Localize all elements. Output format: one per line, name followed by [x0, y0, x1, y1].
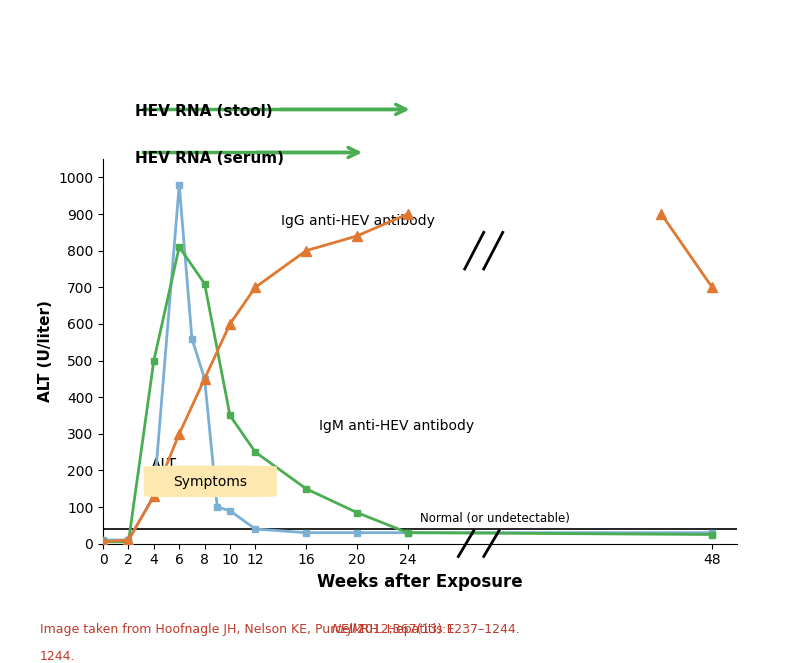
- Text: 1244.: 1244.: [40, 650, 75, 663]
- Text: IgM anti-HEV antibody: IgM anti-HEV antibody: [319, 419, 474, 433]
- Y-axis label: ALT (U/liter): ALT (U/liter): [38, 300, 52, 402]
- Text: Image taken from Hoofnagle JH, Nelson KE, Purcell RH. Hepatitis E.: Image taken from Hoofnagle JH, Nelson KE…: [40, 623, 462, 636]
- Text: HEV RNA (stool): HEV RNA (stool): [135, 104, 273, 119]
- Text: NEJM: NEJM: [331, 623, 364, 636]
- Text: Symptoms: Symptoms: [174, 475, 247, 489]
- Text: . 2012;367(13):1237–1244.: . 2012;367(13):1237–1244.: [349, 623, 520, 636]
- Text: HEV RNA (serum): HEV RNA (serum): [135, 151, 284, 166]
- Text: IgG anti-HEV antibody: IgG anti-HEV antibody: [281, 214, 435, 228]
- FancyBboxPatch shape: [144, 465, 277, 497]
- Text: Normal (or undetectable): Normal (or undetectable): [420, 512, 570, 525]
- X-axis label: Weeks after Exposure: Weeks after Exposure: [317, 573, 523, 591]
- Text: ALT: ALT: [151, 458, 178, 473]
